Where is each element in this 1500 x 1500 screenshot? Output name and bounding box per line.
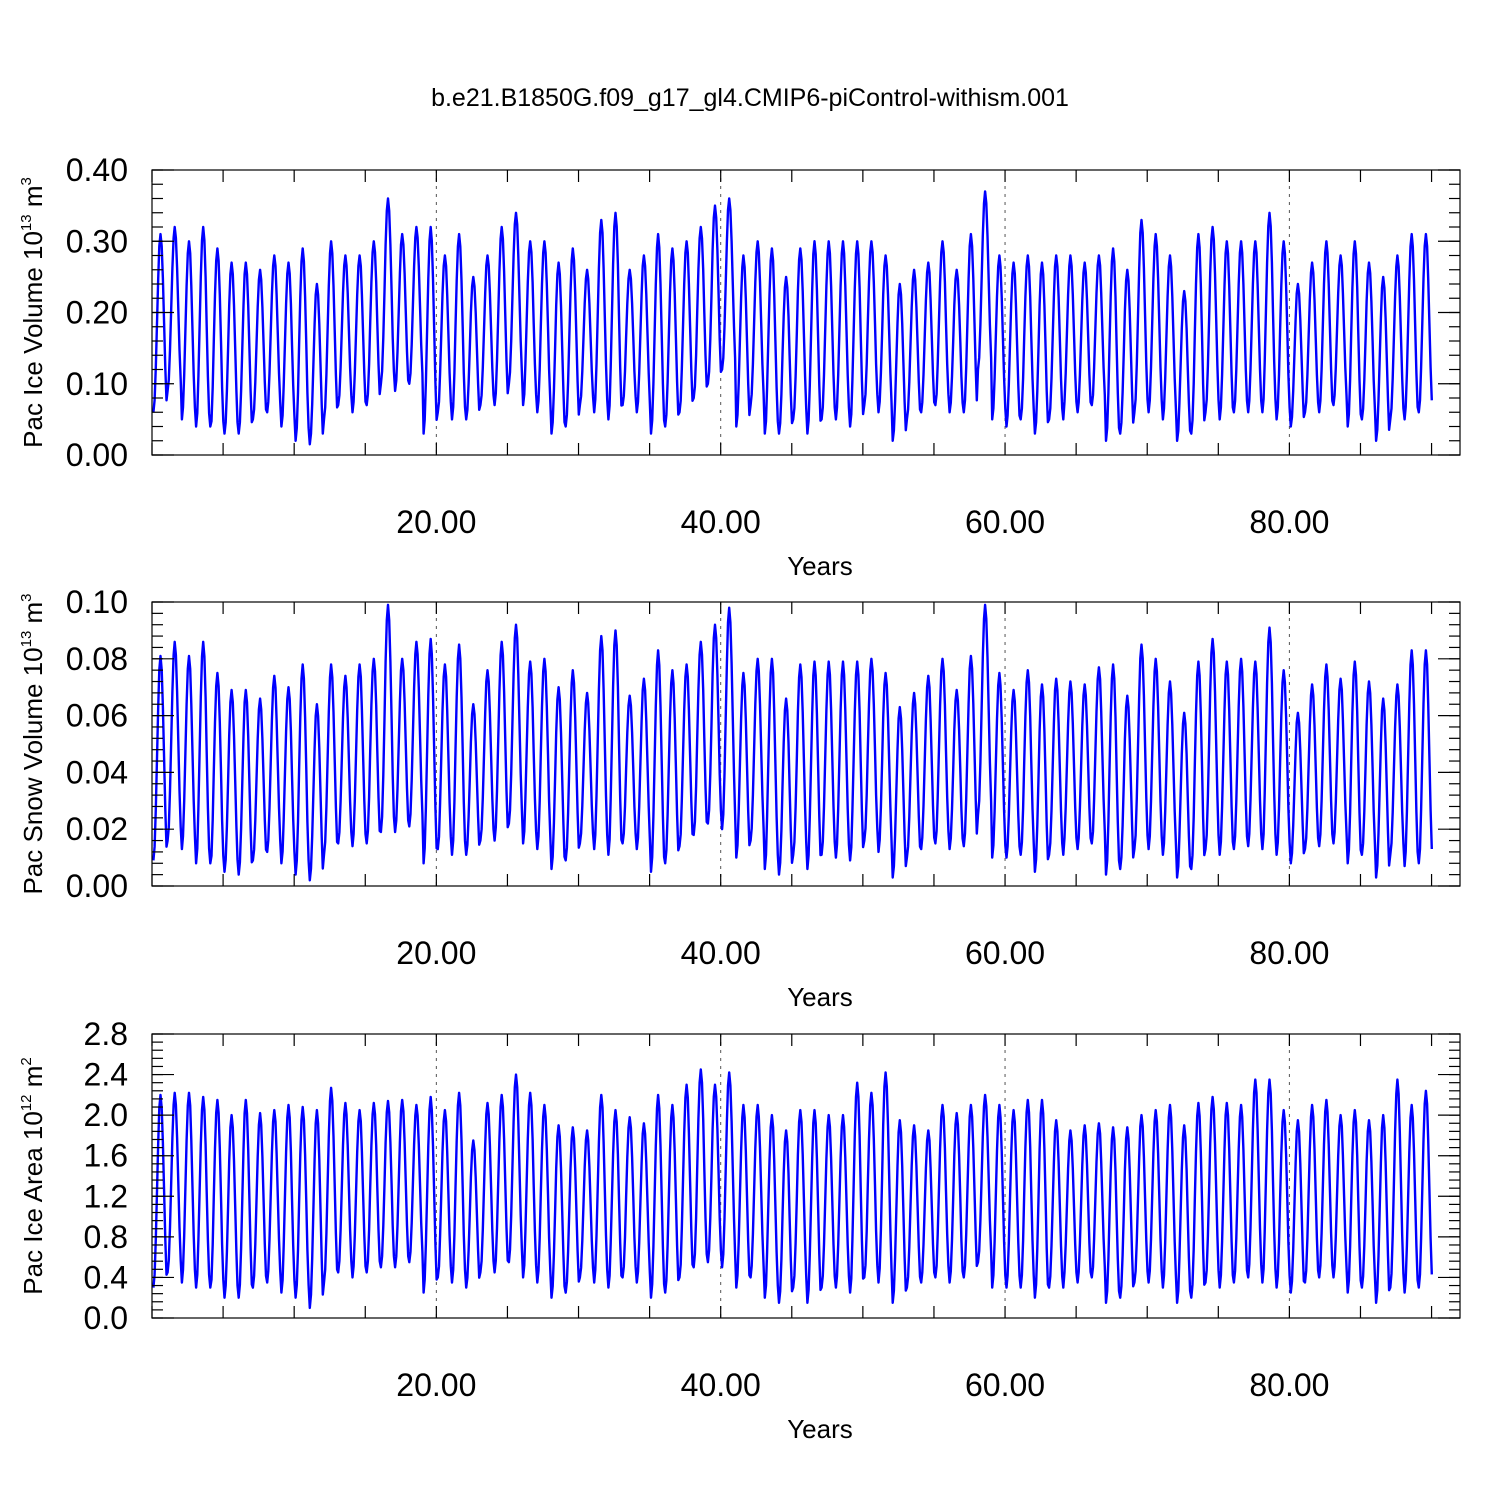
snow-volume-xtick-label-1: 40.00	[681, 935, 761, 971]
snow-volume-ytick-label-2: 0.04	[66, 754, 128, 790]
snow-volume-ytick-label-1: 0.02	[66, 811, 128, 847]
ice-volume-series-line-0	[152, 190, 1433, 446]
snow-volume-xtick-label-0: 20.00	[396, 935, 476, 971]
ice-volume-ytick-label-3: 0.30	[66, 223, 128, 259]
ice-area-ytick-label-3: 1.2	[84, 1178, 128, 1214]
ice-volume-xtick-label-0: 20.00	[396, 504, 476, 540]
ice-area-series-line-0	[152, 1068, 1433, 1310]
ice-area-xtick-label-2: 60.00	[965, 1367, 1045, 1403]
ice-volume-x-axis-title: Years	[787, 551, 853, 581]
snow-volume-y-axis-title-unit: m	[18, 602, 48, 631]
ice-volume-ytick-label-1: 0.10	[66, 366, 128, 402]
ice-volume-y-axis-title-unit: m	[18, 185, 48, 214]
ice-area-panel: 0.0 0.4 0.8 1.2 1.6 2.0 2.4 2.8 20.00 40.00 60.00 8…	[18, 1016, 1461, 1444]
ice-area-x-axis-title: Years	[787, 1414, 853, 1444]
ice-area-xtick-label-0: 20.00	[396, 1367, 476, 1403]
ice-volume-y-axis-title-base: Pac Ice Volume 10	[18, 231, 48, 448]
snow-volume-y-axis-title: Pac Snow Volume 1013 m3	[18, 593, 48, 894]
snow-volume-x-axis-title: Years	[787, 982, 853, 1012]
snow-volume-ytick-label-4: 0.08	[66, 641, 128, 677]
ice-volume-xtick-label-2: 60.00	[965, 504, 1045, 540]
ice-area-ytick-label-0: 0.0	[84, 1300, 128, 1336]
ice-volume-panel: 0.00 0.10 0.20 0.30 0.40 20.00 40.00 60.00 80.00…	[18, 152, 1461, 581]
snow-volume-plot-frame	[151, 601, 1461, 887]
snow-volume-y-axis-title-exponent: 13	[18, 631, 35, 648]
ice-area-y-axis-title-unit: m	[18, 1066, 48, 1095]
ice-area-plot-frame	[151, 1033, 1461, 1319]
ice-volume-xtick-label-1: 40.00	[681, 504, 761, 540]
snow-volume-panel: 0.00 0.02 0.04 0.06 0.08 0.10 20.00 40.00 60.00 8…	[18, 584, 1461, 1012]
ice-area-ytick-label-1: 0.4	[84, 1259, 128, 1295]
ice-area-ytick-label-2: 0.8	[84, 1219, 128, 1255]
ice-area-ytick-label-4: 1.6	[84, 1138, 128, 1174]
ice-volume-y-axis-title-unit-exponent: 3	[18, 177, 35, 185]
ice-volume-xtick-label-3: 80.00	[1249, 504, 1329, 540]
figure-title: b.e21.B1850G.f09_g17_gl4.CMIP6-piControl…	[431, 84, 1069, 112]
snow-volume-series-line-0	[152, 603, 1433, 882]
snow-volume-ytick-label-5: 0.10	[66, 584, 128, 620]
snow-volume-xtick-label-3: 80.00	[1249, 935, 1329, 971]
ice-area-ytick-label-6: 2.4	[84, 1057, 128, 1093]
ice-volume-y-axis-title: Pac Ice Volume 1013 m3	[18, 177, 48, 448]
ice-area-xtick-label-1: 40.00	[681, 1367, 761, 1403]
ice-volume-ytick-label-2: 0.20	[66, 295, 128, 331]
ice-area-ytick-label-7: 2.8	[84, 1016, 128, 1052]
ice-area-ytick-label-5: 2.0	[84, 1097, 128, 1133]
ice-area-y-axis-title: Pac Ice Area 1012 m2	[18, 1057, 48, 1294]
snow-volume-ytick-label-0: 0.00	[66, 868, 128, 904]
ice-volume-ytick-label-4: 0.40	[66, 152, 128, 188]
snow-volume-y-axis-title-unit-exponent: 3	[18, 593, 35, 601]
snow-volume-y-axis-title-base: Pac Snow Volume 10	[18, 647, 48, 894]
ice-area-y-axis-title-exponent: 12	[18, 1094, 35, 1111]
ice-area-y-axis-title-unit-exponent: 2	[18, 1057, 35, 1065]
ice-area-xtick-label-3: 80.00	[1249, 1367, 1329, 1403]
ice-volume-ytick-label-0: 0.00	[66, 437, 128, 473]
snow-volume-xtick-label-2: 60.00	[965, 935, 1045, 971]
ice-area-y-axis-title-base: Pac Ice Area 10	[18, 1111, 48, 1295]
ice-volume-y-axis-title-exponent: 13	[18, 214, 35, 231]
snow-volume-ytick-label-3: 0.06	[66, 698, 128, 734]
